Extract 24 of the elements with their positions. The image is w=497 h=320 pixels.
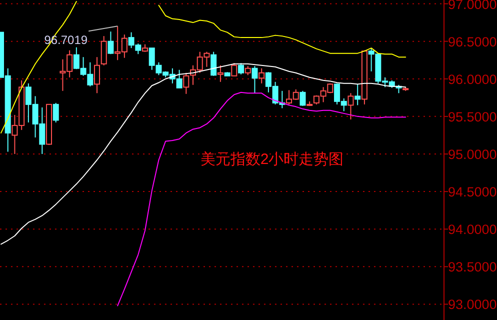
y-tick-label: 94.5000: [448, 184, 497, 200]
candlestick: [231, 62, 238, 76]
y-tick-label: 96.5000: [448, 34, 497, 50]
candlestick: [348, 92, 354, 120]
y-tick-label: 95.0000: [448, 146, 497, 162]
candlestick: [217, 64, 224, 82]
candlestick: [354, 84, 361, 106]
candlestick: [108, 31, 114, 55]
candlestick: [183, 72, 190, 94]
y-tick-label: 93.0000: [448, 297, 497, 312]
text: 美元指数2小时走势图: [200, 151, 344, 168]
candlestick: [210, 51, 217, 76]
candlestick: [238, 62, 244, 75]
candlestick: [94, 56, 100, 94]
candlestick: [300, 90, 306, 106]
candlestick: [252, 66, 258, 94]
candlestick: [100, 36, 107, 66]
y-tick-label: 95.5000: [448, 109, 497, 124]
y-tick-label: 96.0000: [448, 72, 497, 87]
candlestick: [52, 102, 59, 123]
y-tick-label: 93.5000: [448, 260, 497, 275]
candlestick: [258, 68, 265, 84]
candlestick: [244, 66, 251, 76]
y-tick-label: 94.0000: [448, 222, 497, 238]
